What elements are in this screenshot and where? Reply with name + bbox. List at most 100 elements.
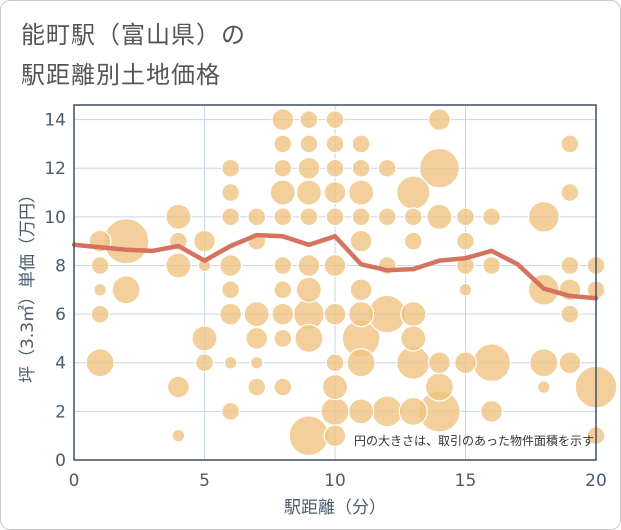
x-tick-label: 15 bbox=[455, 471, 477, 491]
data-point bbox=[299, 134, 319, 154]
x-tick-label: 0 bbox=[69, 471, 80, 491]
data-point bbox=[219, 302, 243, 326]
data-point bbox=[377, 207, 397, 227]
data-point bbox=[325, 134, 345, 154]
x-tick-label: 20 bbox=[585, 471, 607, 491]
data-point bbox=[249, 355, 264, 370]
data-point bbox=[85, 348, 115, 378]
data-point bbox=[90, 256, 110, 275]
data-point bbox=[271, 302, 295, 326]
data-point bbox=[482, 207, 502, 227]
data-point bbox=[273, 328, 293, 348]
data-point bbox=[323, 424, 347, 448]
y-tick-label: 4 bbox=[55, 354, 66, 374]
data-point bbox=[424, 372, 454, 402]
data-point bbox=[347, 300, 375, 328]
data-point bbox=[93, 282, 107, 297]
y-tick-label: 8 bbox=[55, 256, 66, 276]
data-point bbox=[269, 179, 296, 206]
data-point bbox=[273, 256, 293, 275]
y-tick-label: 10 bbox=[44, 208, 66, 228]
data-point bbox=[400, 325, 427, 352]
data-point bbox=[349, 229, 373, 253]
data-point bbox=[273, 134, 293, 154]
data-point bbox=[371, 395, 404, 428]
data-point bbox=[294, 323, 324, 354]
data-point bbox=[527, 200, 560, 233]
data-point bbox=[482, 256, 502, 275]
data-point bbox=[295, 276, 323, 303]
data-point bbox=[400, 300, 427, 328]
data-point bbox=[403, 231, 423, 251]
data-point bbox=[347, 398, 375, 425]
data-point bbox=[223, 355, 238, 370]
data-point bbox=[273, 280, 293, 300]
data-point bbox=[325, 110, 345, 130]
data-point bbox=[193, 229, 216, 253]
data-point bbox=[560, 183, 580, 202]
data-point bbox=[458, 282, 473, 297]
data-point bbox=[90, 304, 110, 324]
data-point bbox=[349, 278, 373, 302]
data-point bbox=[221, 401, 241, 421]
data-point bbox=[321, 373, 349, 401]
data-point bbox=[195, 353, 214, 373]
data-point bbox=[346, 348, 376, 378]
data-point bbox=[221, 207, 241, 227]
data-point bbox=[560, 304, 580, 324]
data-point bbox=[221, 183, 241, 202]
data-point bbox=[351, 134, 371, 154]
data-point bbox=[320, 396, 350, 426]
data-point bbox=[396, 175, 431, 210]
y-tick-label: 0 bbox=[55, 451, 66, 471]
data-point bbox=[295, 179, 323, 206]
data-point bbox=[171, 428, 186, 443]
data-point bbox=[426, 203, 453, 230]
bubbles bbox=[85, 108, 618, 457]
x-tick-label: 10 bbox=[324, 471, 346, 491]
data-point bbox=[299, 207, 319, 227]
average-line-layer bbox=[71, 232, 599, 301]
data-point bbox=[560, 134, 580, 154]
data-point bbox=[111, 275, 141, 305]
data-point bbox=[403, 207, 423, 227]
data-point bbox=[323, 302, 347, 326]
data-point bbox=[419, 147, 460, 189]
y-tick-label: 14 bbox=[44, 111, 66, 131]
data-point bbox=[273, 158, 293, 178]
data-point bbox=[221, 280, 241, 300]
data-point bbox=[529, 348, 559, 378]
data-point bbox=[536, 380, 551, 394]
data-point bbox=[247, 207, 267, 227]
data-point bbox=[288, 415, 330, 457]
chart-title-line-2: 駅距離別土地価格 bbox=[21, 61, 221, 89]
data-point bbox=[243, 300, 270, 328]
x-axis-label: 駅距離（分） bbox=[284, 498, 386, 518]
data-point bbox=[456, 207, 475, 227]
data-point bbox=[273, 377, 293, 397]
data-point bbox=[351, 207, 371, 227]
y-tick-label: 2 bbox=[55, 402, 66, 422]
data-point bbox=[247, 377, 267, 397]
data-point bbox=[299, 110, 319, 130]
data-point bbox=[454, 351, 477, 375]
average-line bbox=[71, 232, 599, 301]
data-point bbox=[297, 254, 321, 277]
data-point bbox=[191, 325, 218, 352]
y-tick-label: 6 bbox=[55, 305, 66, 325]
data-point bbox=[377, 158, 397, 178]
tick-labels: 0 5 10 15 20 0 2 4 6 8 10 12 14 bbox=[44, 111, 606, 491]
data-point bbox=[273, 207, 293, 227]
data-point bbox=[347, 179, 375, 206]
data-point bbox=[325, 158, 345, 178]
data-point bbox=[558, 351, 582, 375]
data-point bbox=[480, 399, 504, 423]
data-point bbox=[221, 158, 241, 178]
data-point bbox=[472, 343, 511, 383]
data-point bbox=[560, 256, 580, 275]
y-axis-label: 坪（3.3㎡）単価（万円） bbox=[18, 186, 38, 383]
data-point bbox=[165, 252, 192, 279]
y-tick-label: 12 bbox=[44, 159, 66, 179]
